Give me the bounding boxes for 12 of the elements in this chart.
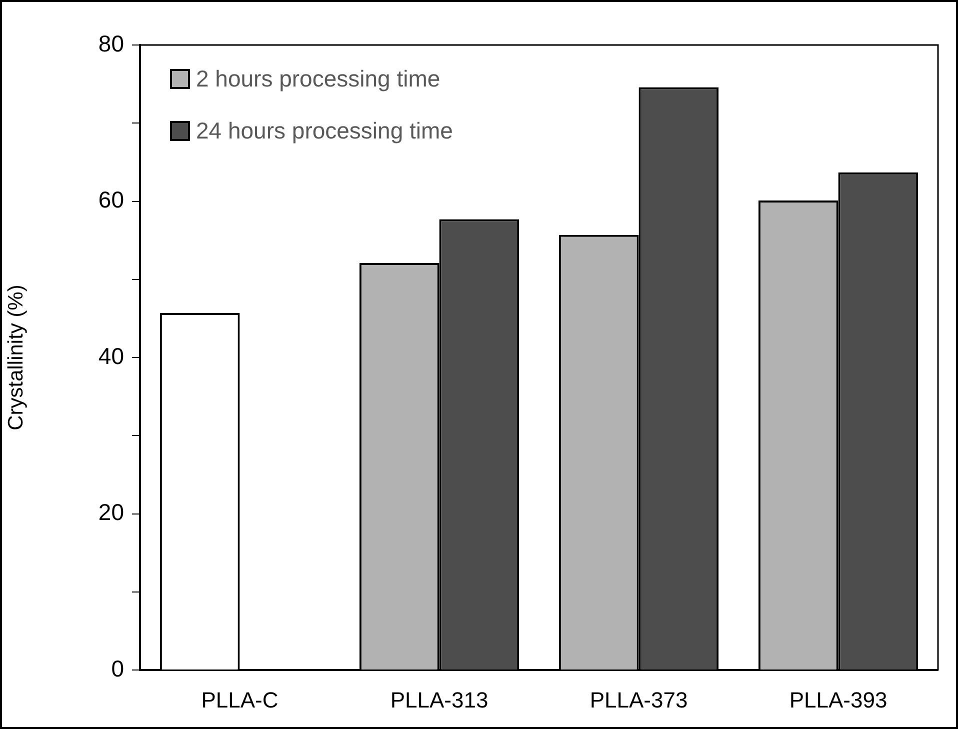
y-tick-label: 60 [98, 186, 124, 213]
y-tick-label: 20 [98, 499, 124, 526]
legend-label: 24 hours processing time [196, 117, 453, 144]
x-tick-label: PLLA-373 [590, 687, 688, 712]
x-tick-label: PLLA-393 [789, 687, 888, 712]
x-tick-label: PLLA-313 [390, 687, 488, 712]
y-axis-title: Crystallinity (%) [4, 284, 28, 430]
y-tick-label: 40 [98, 342, 124, 369]
y-tick-label: 80 [98, 30, 124, 56]
x-tick-label: PLLA-C [201, 687, 278, 712]
y-tick-label: 0 [111, 655, 124, 682]
legend-label: 2 hours processing time [196, 65, 440, 92]
